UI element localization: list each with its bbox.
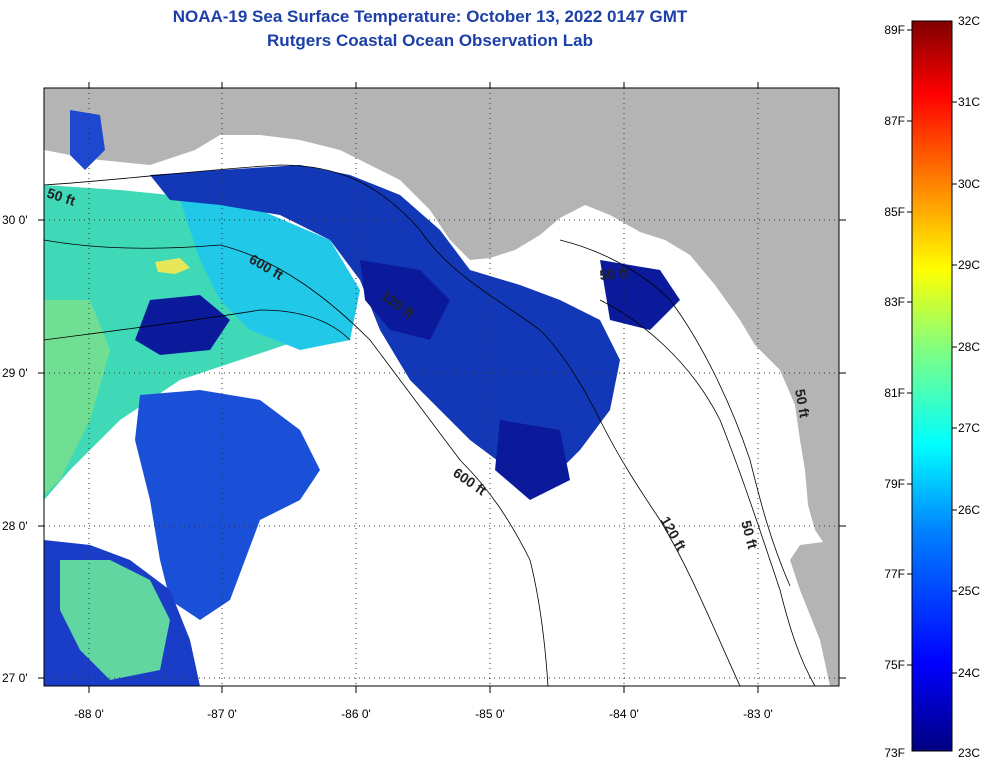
lon-label: -87 0' xyxy=(207,707,237,721)
lon-label: -83 0' xyxy=(743,707,773,721)
sst-cyan-region xyxy=(180,200,360,350)
colorbar-c-label: 30C xyxy=(958,177,980,191)
map-title: NOAA-19 Sea Surface Temperature: October… xyxy=(172,7,688,26)
colorbar-c-label: 27C xyxy=(958,421,980,435)
map-frame xyxy=(43,87,840,687)
colorbar-c-label: 32C xyxy=(958,14,980,28)
lat-label: 29 0' xyxy=(2,366,28,380)
lat-label: 27 0' xyxy=(2,671,28,685)
sst-deep-blue-patch xyxy=(135,295,230,355)
colorbar-c-label: 29C xyxy=(958,258,980,272)
colorbar-c-label: 31C xyxy=(958,95,980,109)
colorbar-c-label: 24C xyxy=(958,666,980,680)
lat-label: 30 0' xyxy=(2,213,28,227)
colorbar-f-label: 89F xyxy=(884,23,905,37)
sst-deep-blue-patch xyxy=(600,260,680,330)
colorbar-ticks xyxy=(907,29,957,674)
land-coast-south xyxy=(790,540,839,686)
color-scale-bar xyxy=(911,20,953,752)
contour-label: 50 ft xyxy=(792,388,813,419)
axis-ticks xyxy=(38,82,846,693)
lon-label: -84 0' xyxy=(609,707,639,721)
sst-light-region xyxy=(44,300,110,495)
sst-warm-spot xyxy=(155,258,190,274)
sst-green-patch xyxy=(60,560,170,680)
lat-label: 28 0' xyxy=(2,519,28,533)
contour-line xyxy=(44,239,549,686)
contour-line xyxy=(44,309,351,341)
contour-line xyxy=(44,164,741,686)
sst-blue-patch xyxy=(70,110,105,170)
colorbar-f-label: 87F xyxy=(884,114,905,128)
colorbar-c-label: 25C xyxy=(958,584,980,598)
colorbar-f-label: 83F xyxy=(884,295,905,309)
colorbar-f-label: 81F xyxy=(884,386,905,400)
sst-blue-patch xyxy=(135,390,320,620)
land-mass xyxy=(44,88,839,545)
colorbar-c-label: 23C xyxy=(958,746,980,760)
colorbar-c-label: 28C xyxy=(958,340,980,354)
colorbar-f-label: 75F xyxy=(884,658,905,672)
contour-line xyxy=(559,239,791,587)
colorbar-c-label: 26C xyxy=(958,503,980,517)
sst-deep-blue-patch xyxy=(360,260,450,340)
lon-label: -85 0' xyxy=(475,707,505,721)
sst-deep-blue-patch xyxy=(495,420,570,500)
lon-label: -86 0' xyxy=(341,707,371,721)
contour-label: 50 ft xyxy=(599,265,629,283)
colorbar-f-label: 77F xyxy=(884,567,905,581)
map-subtitle: Rutgers Coastal Ocean Observation Lab xyxy=(267,31,593,50)
colorbar-f-label: 79F xyxy=(884,477,905,491)
contour-line xyxy=(599,299,816,686)
contour-label: 50 ft xyxy=(738,519,761,551)
lon-label: -88 0' xyxy=(74,707,104,721)
colorbar-f-label: 85F xyxy=(884,205,905,219)
colorbar-f-label: 73F xyxy=(884,746,905,760)
